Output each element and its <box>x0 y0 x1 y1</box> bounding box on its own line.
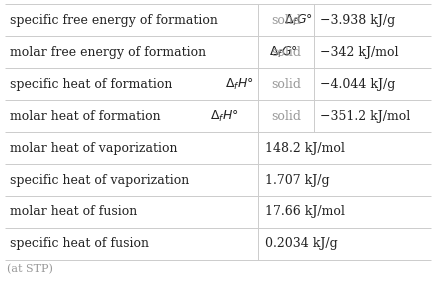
Text: solid: solid <box>271 78 301 91</box>
Text: −4.044 kJ/g: −4.044 kJ/g <box>320 78 396 91</box>
Text: 0.2034 kJ/g: 0.2034 kJ/g <box>265 237 338 251</box>
Text: (at STP): (at STP) <box>7 264 53 275</box>
Text: −351.2 kJ/mol: −351.2 kJ/mol <box>320 110 410 123</box>
Text: −342 kJ/mol: −342 kJ/mol <box>320 46 399 59</box>
Text: specific heat of vaporization: specific heat of vaporization <box>10 173 190 187</box>
Text: 148.2 kJ/mol: 148.2 kJ/mol <box>265 142 345 155</box>
Text: molar heat of fusion: molar heat of fusion <box>10 205 138 219</box>
Text: $\Delta_f G°$: $\Delta_f G°$ <box>268 45 297 60</box>
Text: solid: solid <box>271 110 301 123</box>
Text: $\Delta_f H°$: $\Delta_f H°$ <box>210 109 239 124</box>
Text: 17.66 kJ/mol: 17.66 kJ/mol <box>265 205 345 219</box>
Text: molar free energy of formation: molar free energy of formation <box>10 46 210 59</box>
Text: solid: solid <box>271 46 301 59</box>
Text: molar heat of vaporization: molar heat of vaporization <box>10 142 178 155</box>
Text: $\Delta_f G°$: $\Delta_f G°$ <box>284 13 313 28</box>
Text: molar heat of formation: molar heat of formation <box>10 110 165 123</box>
Text: specific heat of formation: specific heat of formation <box>10 78 177 91</box>
Text: solid: solid <box>271 14 301 27</box>
Text: specific heat of fusion: specific heat of fusion <box>10 237 149 251</box>
Text: −3.938 kJ/g: −3.938 kJ/g <box>320 14 395 27</box>
Text: 1.707 kJ/g: 1.707 kJ/g <box>265 173 330 187</box>
Text: $\Delta_f H°$: $\Delta_f H°$ <box>225 77 254 92</box>
Text: specific free energy of formation: specific free energy of formation <box>10 14 222 27</box>
